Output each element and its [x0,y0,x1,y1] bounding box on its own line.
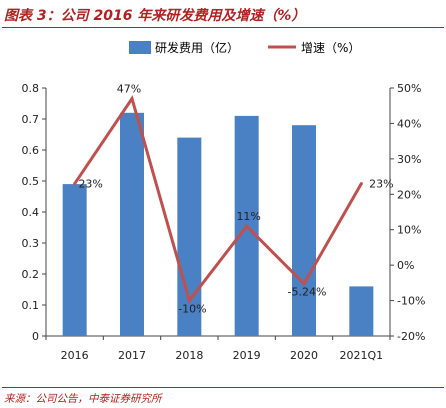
bar [349,286,374,336]
left-tick-label: 0.2 [22,268,40,281]
x-axis: 2016 2017 2018 2019 2020 2021Q1 [45,335,391,362]
bar [292,125,316,336]
right-tick-label: 20% [397,188,421,201]
left-tick-label: 0.1 [22,299,40,312]
legend-line-label: 增速（%） [301,41,360,55]
x-tick-label: 2020 [290,349,318,362]
bar [62,184,87,336]
line-point [245,224,249,228]
x-tick-label: 2019 [233,349,261,362]
left-tick-label: 0.6 [22,144,40,157]
x-tick-label: 2021Q1 [340,349,384,362]
bar [120,112,144,336]
right-tick-label: -10% [397,295,425,308]
right-tick-label: 10% [397,224,421,237]
right-tick-label: -20% [397,330,425,343]
chart: 研发费用（亿） 增速（%） 00.10.20.30.40.50.60.70.8 … [22,40,426,362]
line-point [130,97,134,101]
growth-line [73,95,363,304]
legend-bar-label: 研发费用（亿） [155,40,239,55]
left-tick-label: 0.4 [22,206,40,219]
right-tick-label: 30% [397,153,421,166]
line-point [187,299,191,303]
left-tick-label: 0.7 [22,113,40,126]
left-tick-label: 0 [32,330,39,343]
right-tick-label: 0% [397,259,414,272]
data-label: -5.24% [288,286,327,299]
line-series [73,95,363,304]
legend-bar-swatch [129,41,151,54]
source-note: 来源：公司公告，中泰证券研究所 [4,393,162,405]
left-tick-label: 0.3 [22,237,40,250]
left-axis: 0 0.1 0.2 0.3 0.4 0.5 0.6 0.7 0.8 [22,82,47,343]
left-tick-label: 0.5 [22,175,40,188]
data-label: 23% [369,178,393,191]
source-rule [2,387,444,388]
data-labels: 23% 47% -10% 11% -5.24% 23% [78,83,393,316]
bar-series [62,112,374,337]
legend: 研发费用（亿） 增速（%） [129,40,360,55]
right-tick-label: 50% [397,82,421,95]
x-tick-label: 2018 [175,349,203,362]
line-point [73,182,77,186]
right-axis: -20% -10% 0% 10% 20% 30% 40% 50% [389,82,425,343]
x-tick-label: 2016 [61,349,89,362]
figure-title: 图表 3：公司 2016 年来研发费用及增速（%） [4,8,306,24]
data-label: 23% [78,178,102,191]
left-tick-label: 0.8 [22,82,40,95]
title-rule [2,27,444,28]
data-label: 11% [236,210,260,223]
line-point [359,182,363,186]
right-tick-label: 40% [397,117,421,130]
data-label: -10% [178,303,206,316]
data-label: 47% [117,83,141,96]
x-tick-label: 2017 [118,349,146,362]
line-point [302,282,306,286]
